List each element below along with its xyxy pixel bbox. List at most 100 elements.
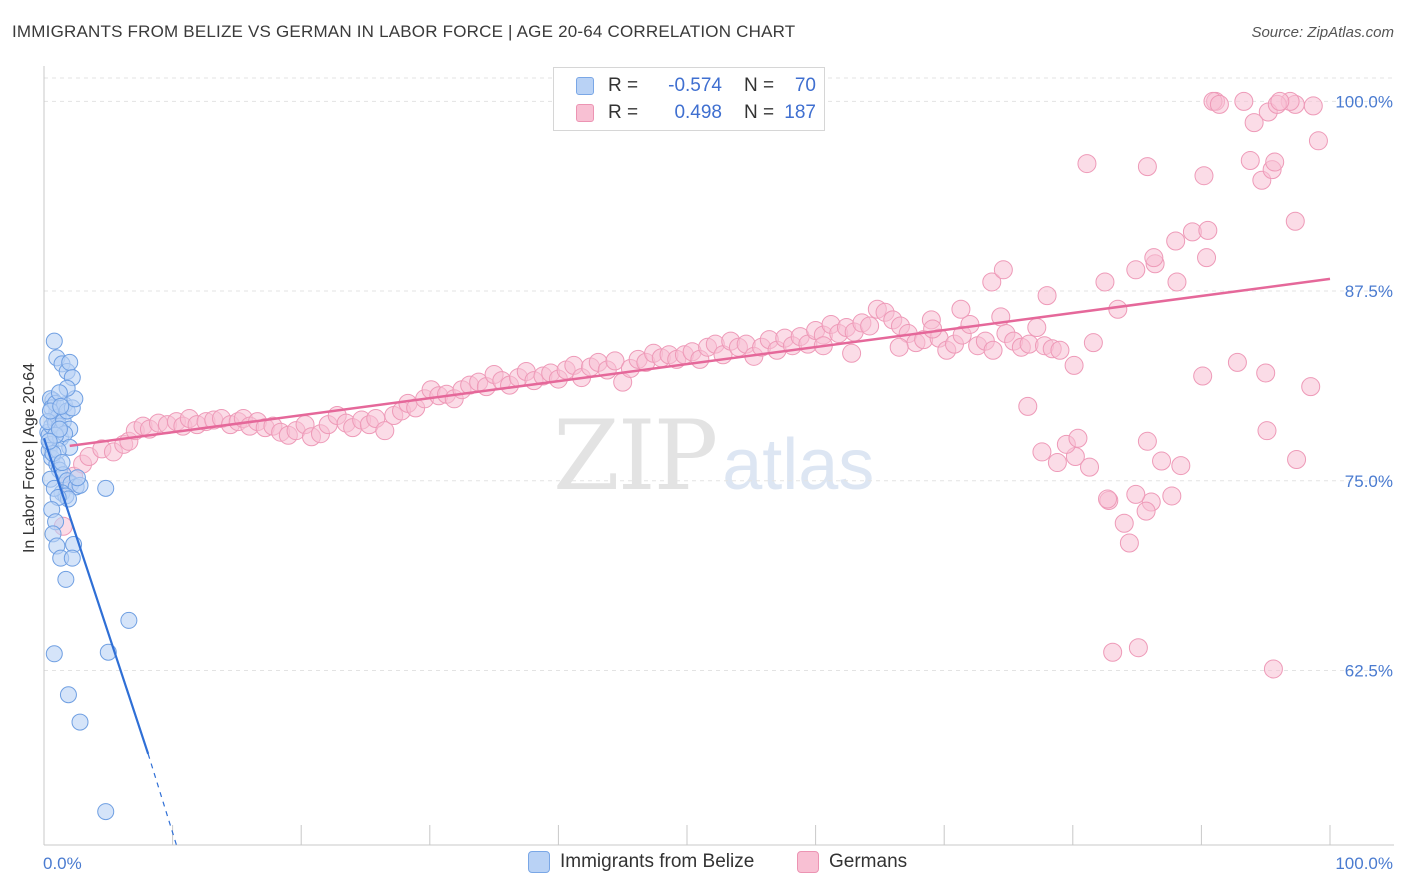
german-point xyxy=(1270,91,1290,111)
legend-item-belize: Immigrants from Belize xyxy=(528,851,754,873)
belize-point xyxy=(71,713,89,731)
german-point xyxy=(1197,248,1217,268)
belize-point xyxy=(40,432,58,450)
german-trend-line xyxy=(69,277,1331,448)
german-point xyxy=(1166,231,1186,251)
german-point xyxy=(889,337,909,357)
watermark-zip: ZIP xyxy=(553,400,718,512)
legend-r-value-german: 0.498 xyxy=(674,102,722,123)
german-point xyxy=(951,299,971,319)
german-point xyxy=(1265,152,1285,172)
grid-lines xyxy=(44,77,1394,671)
german-point xyxy=(1234,91,1254,111)
legend-r-label: R = xyxy=(608,102,639,123)
belize-point xyxy=(120,611,138,629)
legend-row-belize: R = -0.574 N = 70 xyxy=(576,73,816,99)
german-point xyxy=(1103,642,1123,662)
german-point xyxy=(1162,486,1182,506)
y-tick-label: 100.0% xyxy=(1335,92,1393,111)
german-point xyxy=(1209,94,1229,114)
german-point xyxy=(993,260,1013,280)
german-point xyxy=(1027,317,1047,337)
y-tick-label: 62.5% xyxy=(1345,661,1393,680)
german-point xyxy=(1126,484,1146,504)
legend-swatch-belize xyxy=(576,77,594,95)
german-point xyxy=(1114,513,1134,533)
german-point xyxy=(860,316,880,336)
source-credit: Source: ZipAtlas.com xyxy=(1251,24,1394,41)
belize-point xyxy=(59,686,77,704)
y-axis-label: In Labor Force | Age 20-64 xyxy=(21,363,38,553)
belize-point xyxy=(97,479,115,497)
german-point xyxy=(1144,248,1164,268)
german-point xyxy=(1080,457,1100,477)
y-tick-label: 87.5% xyxy=(1345,282,1393,301)
legend-item-german: Germans xyxy=(797,851,907,873)
german-point xyxy=(1257,421,1277,441)
german-point xyxy=(1119,533,1139,553)
belize-point xyxy=(53,454,71,472)
legend-n-label: N = xyxy=(744,102,775,123)
german-point xyxy=(1047,453,1067,473)
german-point xyxy=(1308,131,1328,151)
legend-r-label: R = xyxy=(608,75,639,96)
legend-swatch-belize xyxy=(528,851,550,873)
x-tick-label: 100.0% xyxy=(1335,854,1393,873)
german-point xyxy=(375,421,395,441)
legend-row-german: R = 0.498 N = 187 xyxy=(576,100,816,126)
german-point xyxy=(1198,220,1218,240)
belize-point xyxy=(45,332,63,350)
legend-n-label: N = xyxy=(744,75,775,96)
german-point xyxy=(1152,451,1172,471)
german-point xyxy=(1064,355,1084,375)
german-point xyxy=(1193,366,1213,386)
legend-swatch-german xyxy=(797,851,819,873)
german-point xyxy=(1244,113,1264,133)
german-point xyxy=(1077,154,1097,174)
belize-trend-line xyxy=(42,437,150,755)
legend-n-value-german: 187 xyxy=(784,102,816,123)
axes xyxy=(43,66,1394,846)
german-point xyxy=(1240,151,1260,171)
german-point xyxy=(1095,272,1115,292)
german-point xyxy=(1227,352,1247,372)
trend-lines xyxy=(42,277,1331,846)
x-tick-label: 0.0% xyxy=(43,854,82,873)
belize-point xyxy=(50,420,68,438)
legend-label-german: Germans xyxy=(829,851,908,872)
german-point xyxy=(1263,659,1283,679)
legend-n-value-belize: 70 xyxy=(794,75,816,96)
german-point xyxy=(1083,333,1103,353)
german-point xyxy=(1167,272,1187,292)
belize-point xyxy=(52,397,70,415)
german-point xyxy=(1301,377,1321,397)
german-point xyxy=(1303,96,1323,116)
german-point xyxy=(1137,157,1157,177)
tick-labels: 100.0% 87.5% 75.0% 62.5% 0.0% 100.0% xyxy=(43,92,1393,873)
german-points xyxy=(53,91,1328,679)
german-point xyxy=(1108,299,1128,319)
german-point xyxy=(1256,363,1276,383)
belize-point xyxy=(57,570,75,588)
german-point xyxy=(1285,211,1305,231)
german-point xyxy=(923,319,943,339)
german-point xyxy=(1018,396,1038,416)
german-point xyxy=(1126,260,1146,280)
german-point xyxy=(1050,340,1070,360)
y-tick-label: 75.0% xyxy=(1345,472,1393,491)
german-point xyxy=(1137,431,1157,451)
belize-point xyxy=(68,469,86,487)
legend-label-belize: Immigrants from Belize xyxy=(560,851,755,872)
watermark: ZIPatlas xyxy=(553,400,874,512)
german-point xyxy=(842,343,862,363)
german-point xyxy=(1068,428,1088,448)
belize-points xyxy=(39,332,138,821)
legend-swatch-german xyxy=(576,104,594,122)
german-point xyxy=(1287,450,1307,470)
chart-title: IMMIGRANTS FROM BELIZE VS GERMAN IN LABO… xyxy=(12,22,796,41)
german-point xyxy=(1032,442,1052,462)
german-point xyxy=(1128,638,1148,658)
german-point xyxy=(1194,166,1214,186)
belize-point xyxy=(63,549,81,567)
german-point xyxy=(1136,501,1156,521)
